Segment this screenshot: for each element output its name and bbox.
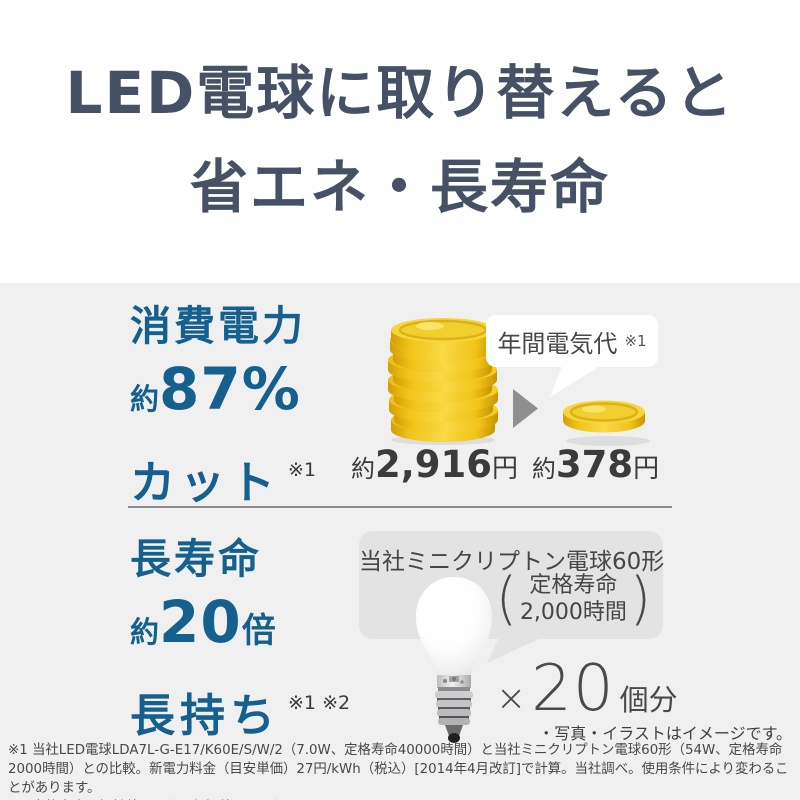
- multiplier-value: 20: [531, 652, 615, 726]
- krypton-bulb-label: 当社ミニクリプトン電球60形: [359, 549, 665, 575]
- power-percent-line: 約87%: [130, 354, 316, 439]
- rated-life-text: 定格寿命 2,000時間: [520, 572, 627, 626]
- power-saving-headline: 消費電力 約87% カット ※1: [130, 298, 316, 514]
- approx-prefix: 約: [130, 615, 160, 649]
- footnote-ref-1: ※1: [288, 459, 317, 481]
- life-times-line: 約20倍: [130, 587, 350, 672]
- bubble-tail: [487, 638, 541, 663]
- multiplier-unit: 個分: [619, 683, 678, 717]
- rated-life-line1: 定格寿命: [529, 573, 618, 598]
- power-heading-bottom: カット: [130, 456, 281, 509]
- page-title: LED電球に取り替えると 省エネ・長寿命: [0, 46, 800, 234]
- power-heading-bottom-line: カット ※1: [130, 439, 316, 514]
- life-heading-bottom: 長持ち: [130, 689, 281, 742]
- annual-cost-bubble: 年間電気代 ※1: [486, 315, 658, 367]
- krypton-bulb-bubble: 当社ミニクリプトン電球60形 ( 定格寿命 2,000時間 ): [359, 531, 665, 639]
- rated-life-line2: 2,000時間: [519, 600, 627, 625]
- approx-prefix: 約: [130, 382, 160, 416]
- single-coin-illustration: [563, 400, 650, 446]
- approx-prefix: 約: [531, 455, 556, 483]
- footnote-1: ※1 当社LED電球LDA7L-G-E17/K60E/S/W/2（7.0W、定格…: [8, 743, 789, 797]
- approx-prefix: 約: [350, 455, 375, 483]
- times-sign: ×: [496, 678, 527, 719]
- footnote-refs: ※1 ※2: [288, 692, 351, 714]
- arrow-right-icon: [513, 389, 538, 428]
- title-line-1: LED電球に取り替えると: [65, 59, 735, 127]
- section-divider: [128, 506, 672, 508]
- annual-cost-after: 約 378 円: [531, 443, 660, 486]
- annual-cost-label: 年間電気代: [497, 329, 618, 358]
- yen-unit: 円: [492, 454, 519, 484]
- percent-value: 87%: [159, 355, 301, 423]
- photo-disclaimer: ・写真・イラストはイメージです。: [538, 724, 792, 743]
- times-value: 20: [159, 588, 242, 656]
- coin-stack-illustration: [388, 318, 498, 445]
- yen-unit: 円: [633, 454, 660, 484]
- lightbulb-image: [416, 577, 492, 743]
- footnotes: ※1 当社LED電球LDA7L-G-E17/K60E/S/W/2（7.0W、定格…: [8, 741, 796, 800]
- bubble-tail: [550, 366, 600, 397]
- paren-close: ): [629, 565, 651, 632]
- life-heading-top: 長寿命: [130, 535, 262, 583]
- long-life-headline: 長寿命 約20倍 長持ち ※1 ※2: [130, 531, 350, 747]
- footnote-ref-1: ※1: [624, 332, 647, 350]
- times-unit: 倍: [241, 611, 276, 651]
- power-heading-top: 消費電力: [130, 302, 306, 350]
- title-line-2: 省エネ・長寿命: [189, 153, 610, 221]
- bulb-multiplier: × 20 個分: [496, 652, 678, 726]
- annual-cost-before: 約 2,916 円: [350, 443, 519, 486]
- before-amount: 2,916: [374, 443, 493, 486]
- life-heading-bottom-line: 長持ち ※1 ※2: [130, 672, 350, 747]
- paren-open: (: [495, 565, 517, 632]
- rated-life-note: ( 定格寿命 2,000時間 ): [495, 565, 651, 632]
- after-amount: 378: [555, 443, 634, 486]
